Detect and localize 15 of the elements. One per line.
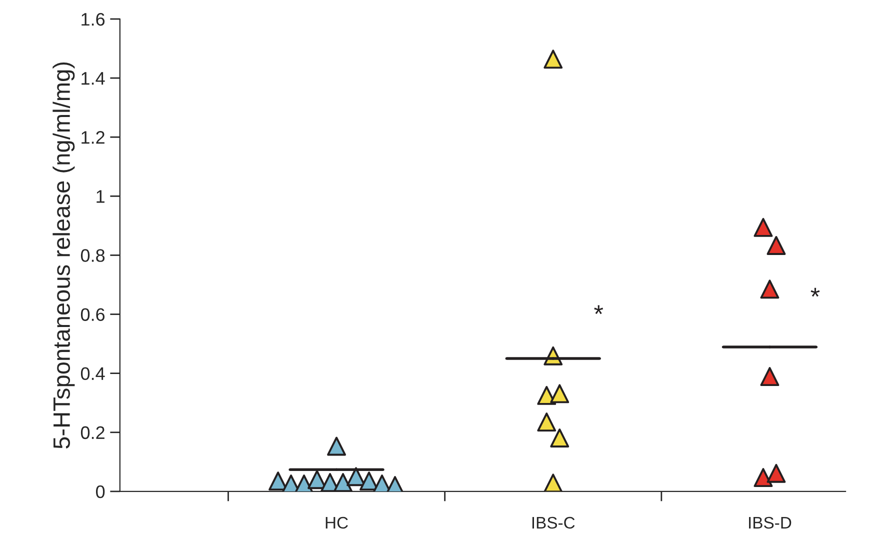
y-tick-label: 0.2 xyxy=(80,426,104,440)
y-tick-label: 1.4 xyxy=(82,72,105,85)
y-tick-label: 0.6 xyxy=(80,308,105,321)
y-tick-label: 1.2 xyxy=(82,131,104,144)
x-tick-label: HC xyxy=(326,516,348,529)
y-tick-label: 1.6 xyxy=(82,12,105,26)
y-tick-label: 0.4 xyxy=(80,367,105,380)
x-tick-label: IBS-D xyxy=(749,516,792,529)
annotation: * xyxy=(810,288,820,297)
y-tick-label: 0.8 xyxy=(80,249,105,262)
y-tick-label: 0 xyxy=(96,485,105,498)
annotation: * xyxy=(594,305,604,314)
x-tick-label: IBS-C xyxy=(532,516,575,529)
y-tick-label: 1 xyxy=(96,190,104,203)
y-axis-title: 5-HTspontaneous release (ng/ml/mg) xyxy=(52,62,75,448)
